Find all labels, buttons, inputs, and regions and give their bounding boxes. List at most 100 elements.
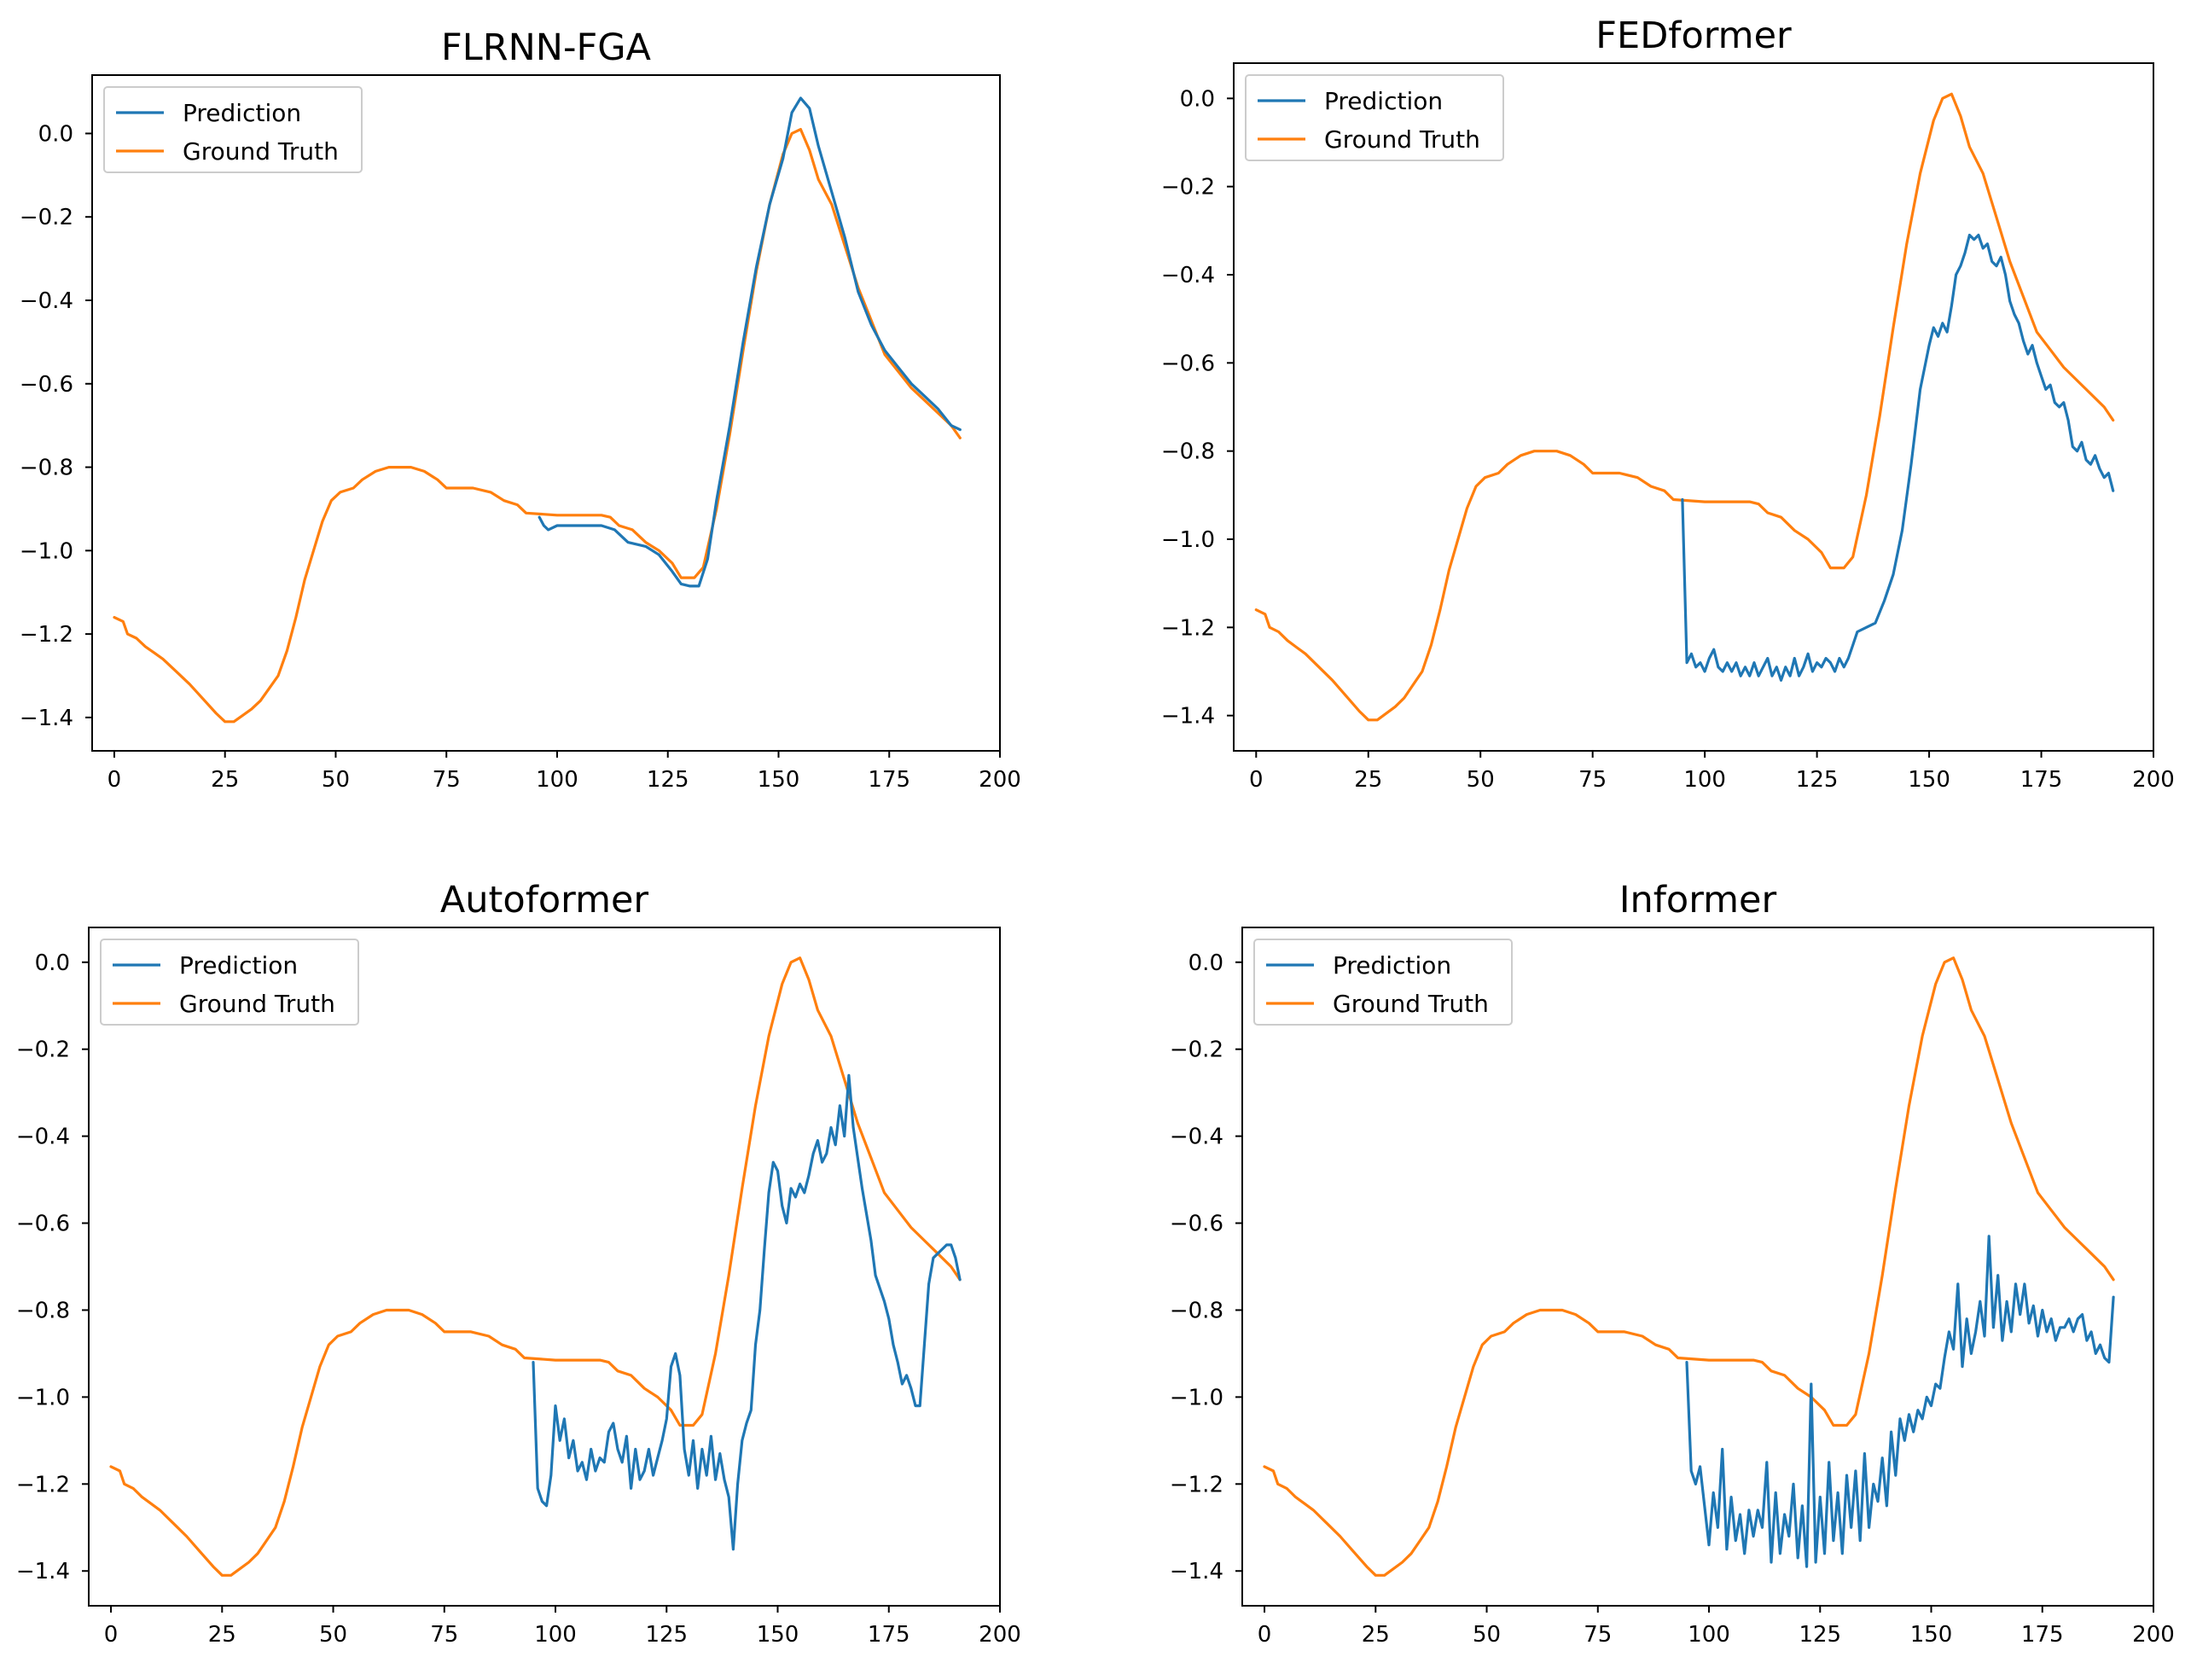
chart-1: FLRNN-FGA 0 25 50 75 100 125 150 175 200 0.0 −0.2 −0… [20, 26, 1021, 793]
x-tick-label: 0 [104, 1622, 119, 1648]
x-tick-label: 150 [757, 1622, 799, 1648]
x-tick-label: 100 [534, 1622, 577, 1648]
plot-frame [1241, 927, 2154, 1607]
series-line-ground-truth [1254, 92, 2115, 722]
legend-label-prediction: Prediction [1333, 951, 1451, 980]
y-tick-label: −1.4 [1161, 704, 1215, 730]
x-tick-label: 50 [319, 1622, 347, 1648]
x-tick-label: 175 [868, 767, 910, 793]
y-tick-label: −1.2 [1161, 615, 1215, 641]
x-tick-label: 25 [1362, 1622, 1390, 1648]
chart-3: Autoformer 0 25 50 75 100 125 150 175 200 0.0 −0.2 −… [16, 879, 1021, 1648]
legend: Prediction Ground Truth [1253, 939, 1513, 1026]
chart-4: Informer 0 25 50 75 100 125 150 175 200 0.0 −0.2 −0.… [1170, 879, 2175, 1648]
y-tick-label: −1.4 [16, 1559, 70, 1584]
x-tick-label: 175 [2020, 767, 2063, 793]
y-tick-label: 0.0 [1180, 86, 1215, 112]
y-tick-label: −0.2 [1161, 175, 1215, 201]
series-line-ground-truth [109, 956, 962, 1577]
x-tick-label: 50 [1473, 1622, 1501, 1648]
series-line-prediction [1685, 1235, 2115, 1568]
y-tick-label: −0.4 [1161, 263, 1215, 288]
x-tick-label: 150 [1910, 1622, 1953, 1648]
y-tick-label: −0.8 [16, 1298, 70, 1323]
x-tick-label: 75 [1578, 767, 1607, 793]
x-tick-label: 100 [536, 767, 578, 793]
y-tick-label: −0.2 [20, 205, 73, 230]
series-line-prediction [538, 96, 962, 588]
y-tick-label: −0.4 [16, 1125, 70, 1150]
chart-title: Autoformer [440, 879, 649, 921]
legend-label-prediction: Prediction [183, 99, 301, 127]
x-tick-label: 75 [430, 1622, 458, 1648]
chart-title: FLRNN-FGA [441, 26, 651, 69]
y-tick-label: −1.0 [20, 538, 73, 564]
x-tick-label: 75 [433, 767, 461, 793]
x-tick-label: 0 [1258, 1622, 1272, 1648]
x-tick-label: 200 [979, 1622, 1021, 1648]
x-tick-label: 200 [2132, 1622, 2175, 1648]
legend-frame [100, 939, 359, 1026]
series-line-prediction [532, 1073, 962, 1551]
x-tick-label: 125 [645, 1622, 688, 1648]
plot-frame [1233, 62, 2154, 752]
y-tick-label: 0.0 [35, 950, 70, 976]
x-tick-label: 25 [208, 1622, 236, 1648]
x-tick-label: 175 [868, 1622, 910, 1648]
y-tick-label: −0.6 [20, 372, 73, 398]
legend: Prediction Ground Truth [1245, 74, 1504, 161]
y-tick-label: −0.4 [1170, 1125, 1223, 1150]
y-tick-label: −0.8 [20, 456, 73, 481]
x-tick-label: 125 [1799, 1622, 1841, 1648]
y-tick-label: −0.6 [1161, 351, 1215, 376]
legend-frame [1245, 74, 1504, 161]
y-tick-label: −0.4 [20, 288, 73, 314]
y-tick-label: −0.8 [1170, 1298, 1223, 1323]
x-tick-label: 100 [1683, 767, 1726, 793]
x-tick-label: 50 [322, 767, 350, 793]
x-tick-label: 125 [647, 767, 689, 793]
y-tick-label: −1.4 [20, 706, 73, 731]
y-tick-label: −0.2 [16, 1038, 70, 1063]
x-tick-label: 150 [1908, 767, 1950, 793]
y-tick-label: 0.0 [38, 121, 73, 147]
legend-label-ground-truth: Ground Truth [183, 137, 339, 166]
x-tick-label: 125 [1796, 767, 1839, 793]
plot-frame [88, 927, 1001, 1607]
legend-frame [103, 86, 363, 173]
x-tick-label: 200 [2132, 767, 2175, 793]
y-tick-label: −1.2 [20, 622, 73, 648]
series-line-prediction [1681, 233, 2115, 682]
x-tick-label: 75 [1584, 1622, 1612, 1648]
x-tick-label: 25 [1354, 767, 1382, 793]
series-line-ground-truth [113, 128, 962, 724]
chart-title: Informer [1619, 879, 1777, 921]
plot-frame [91, 74, 1001, 752]
y-tick-label: 0.0 [1188, 950, 1223, 976]
x-tick-label: 175 [2021, 1622, 2064, 1648]
x-tick-label: 0 [1249, 767, 1264, 793]
legend-label-prediction: Prediction [179, 951, 298, 980]
y-tick-label: −0.6 [1170, 1212, 1223, 1237]
x-tick-label: 25 [211, 767, 239, 793]
y-tick-label: −0.2 [1170, 1038, 1223, 1063]
x-tick-label: 100 [1688, 1622, 1730, 1648]
x-tick-label: 50 [1467, 767, 1495, 793]
y-tick-label: −1.2 [16, 1472, 70, 1497]
y-tick-label: −1.0 [1170, 1385, 1223, 1410]
x-tick-label: 150 [758, 767, 800, 793]
legend-label-ground-truth: Ground Truth [1324, 125, 1480, 154]
legend: Prediction Ground Truth [103, 86, 363, 173]
legend-label-ground-truth: Ground Truth [1333, 990, 1489, 1018]
y-tick-label: −1.2 [1170, 1472, 1223, 1497]
chart-2: FEDformer 0 25 50 75 100 125 150 175 200 0.0 −0.2 −0… [1161, 15, 2175, 793]
legend-label-ground-truth: Ground Truth [179, 990, 335, 1018]
y-tick-label: −1.4 [1170, 1559, 1223, 1584]
y-tick-label: −0.6 [16, 1212, 70, 1237]
y-tick-label: −0.8 [1161, 439, 1215, 465]
legend-label-prediction: Prediction [1324, 87, 1443, 115]
x-tick-label: 200 [979, 767, 1021, 793]
chart-title: FEDformer [1595, 15, 1792, 57]
